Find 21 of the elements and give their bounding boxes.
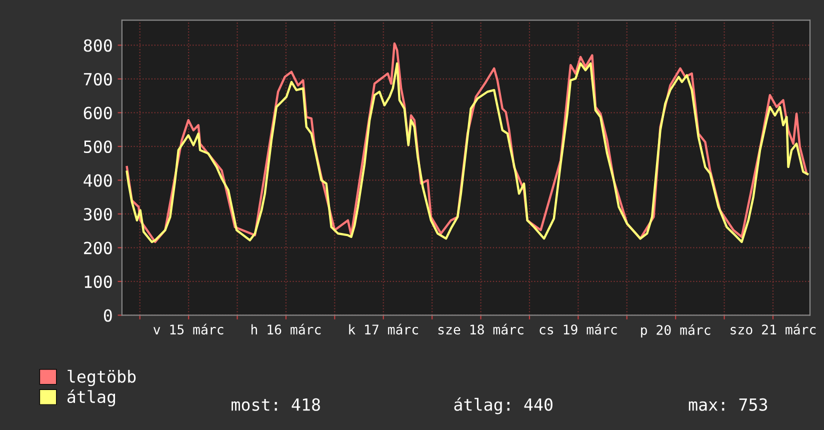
- x-tick-label: k 17 márc: [349, 324, 418, 334]
- x-tick-label: p 20 márc: [641, 324, 710, 338]
- x-tick-label: cs 19 márc: [540, 324, 617, 334]
- x-tick-label: szo 21 márc: [730, 324, 816, 334]
- y-tick-label: 300: [84, 208, 112, 221]
- y-tick-label: 400: [84, 174, 112, 187]
- x-tick-label: v 15 márc: [153, 324, 224, 334]
- y-tick-label: 100: [84, 275, 112, 288]
- text: most: 418: [232, 398, 320, 411]
- y-tick-label: 600: [84, 106, 112, 120]
- y-tick-label: 800: [84, 39, 112, 52]
- x-tick-label: h 16 márc: [251, 324, 321, 334]
- text: max: 753: [688, 398, 768, 411]
- y-tick-label: 500: [84, 140, 112, 154]
- x-tick-label: sze 18 márc: [438, 324, 524, 334]
- legend-label: átlag: [67, 389, 116, 406]
- y-tick-label: 0: [104, 309, 112, 322]
- y-tick-label: 700: [84, 72, 112, 86]
- y-tick-label: 200: [84, 242, 112, 254]
- text: átlag: 440: [454, 397, 552, 414]
- legend-label: legtöbb: [68, 370, 136, 386]
